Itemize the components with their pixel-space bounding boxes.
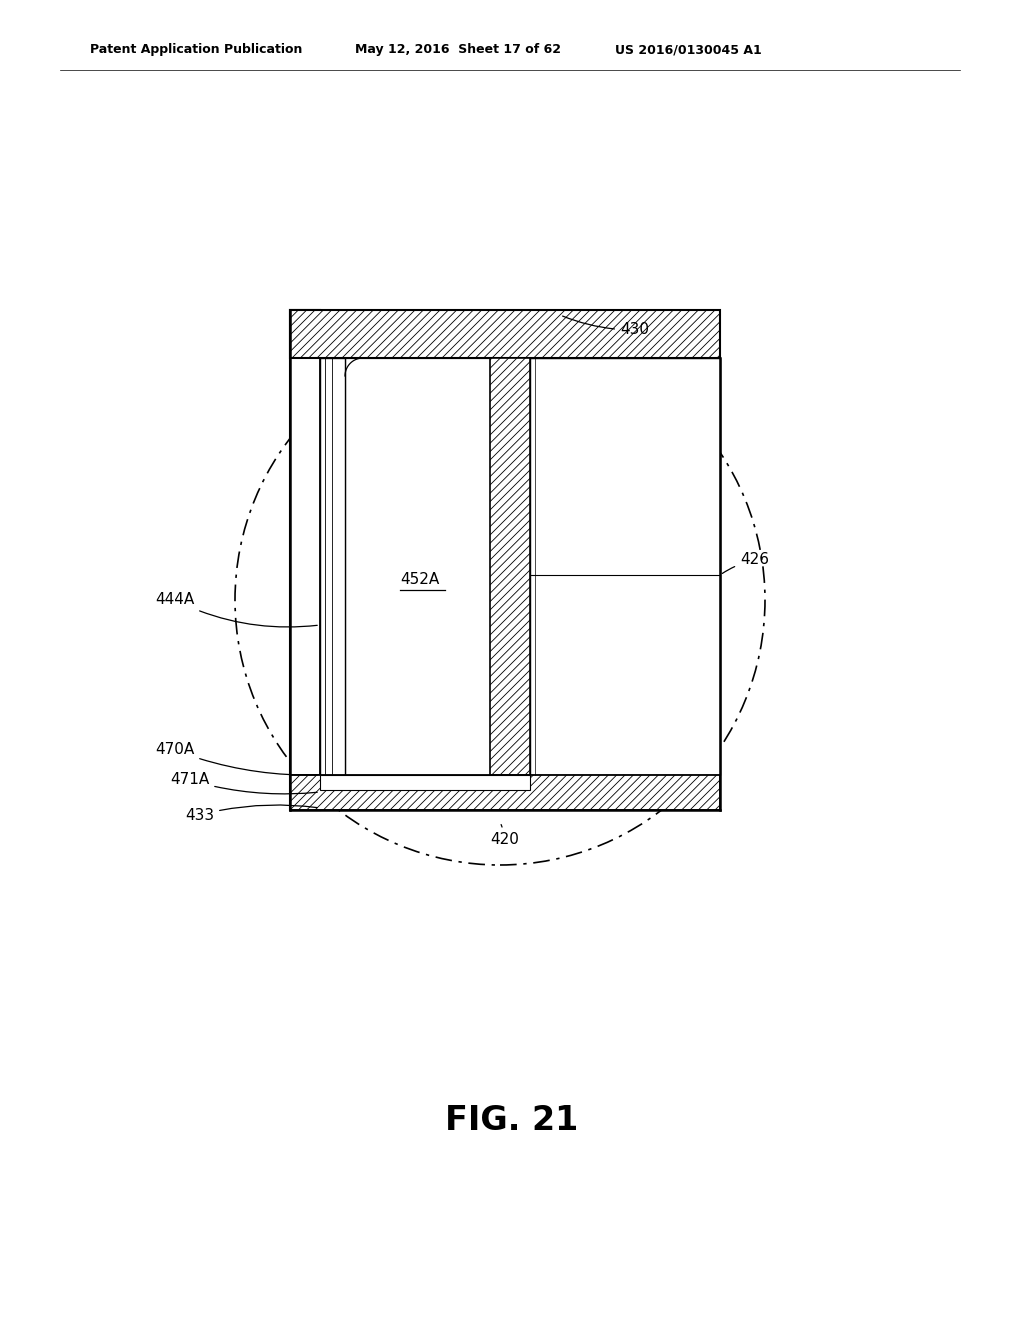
Bar: [319, 358, 345, 775]
Bar: [290, 775, 720, 810]
Text: 433: 433: [185, 805, 317, 822]
Text: FIG. 21: FIG. 21: [445, 1104, 579, 1137]
Text: Patent Application Publication: Patent Application Publication: [90, 44, 302, 57]
Bar: [690, 358, 720, 810]
Bar: [530, 358, 720, 775]
Text: US 2016/0130045 A1: US 2016/0130045 A1: [615, 44, 762, 57]
Text: 452A: 452A: [400, 573, 439, 587]
Text: 444A: 444A: [155, 593, 317, 627]
Bar: [319, 775, 530, 789]
Text: 470A: 470A: [155, 742, 317, 775]
Text: May 12, 2016  Sheet 17 of 62: May 12, 2016 Sheet 17 of 62: [355, 44, 561, 57]
Bar: [290, 310, 720, 358]
Bar: [490, 358, 530, 775]
Bar: [290, 358, 319, 775]
Bar: [290, 310, 319, 810]
Text: 420: 420: [490, 825, 519, 847]
Text: 471A: 471A: [170, 772, 317, 793]
Bar: [345, 358, 490, 775]
Text: 430: 430: [562, 315, 649, 338]
Text: 426: 426: [722, 553, 769, 573]
